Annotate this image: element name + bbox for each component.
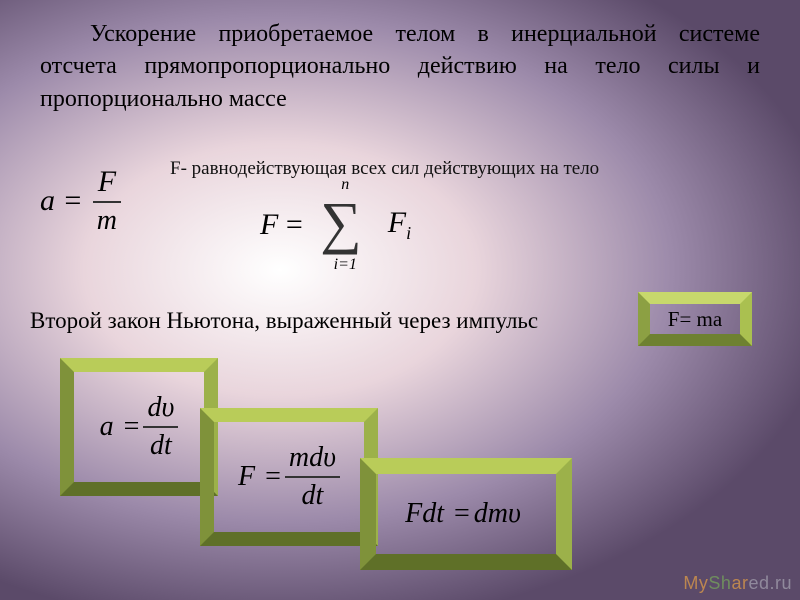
frame-Fma: F= ma	[638, 292, 752, 346]
physics-slide: Ускорение приобретаемое телом в инерциал…	[0, 0, 800, 600]
eq-lhs: a =	[40, 184, 83, 217]
eqB-lhs: F	[238, 461, 255, 493]
note-F-resultant: F- равнодействующая всех сил действующих…	[170, 158, 599, 180]
equation-F-ma: F= ma	[650, 304, 740, 334]
frame-a-dvdt: a = dυ dt	[60, 358, 218, 496]
main-paragraph: Ускорение приобретаемое телом в инерциал…	[40, 18, 760, 115]
eqA-eq: =	[124, 411, 140, 443]
eqC-eq: =	[454, 498, 470, 530]
sum-lower: i=1	[310, 256, 380, 274]
eqA-num: dυ	[143, 392, 178, 424]
eqB-num: mdυ	[285, 442, 340, 474]
eqB-eq: =	[265, 461, 281, 493]
eqA-lhs: a	[100, 411, 114, 443]
sigma-symbol: ∑	[320, 194, 361, 252]
eqB-den: dt	[285, 480, 340, 512]
second-law-text: Второй закон Ньютона, выраженный через и…	[30, 308, 538, 334]
eqC-rhs: dmυ	[474, 498, 521, 530]
sum-rhs-base: F	[388, 206, 406, 239]
eq-numerator: F	[93, 165, 121, 199]
frame-F-mdvdt: F = mdυ dt	[200, 408, 378, 546]
sum-eq-sign: =	[286, 208, 303, 241]
sum-lhs: F	[260, 208, 278, 241]
eqC-lhs: Fdt	[405, 498, 444, 530]
equation-a-equals-F-over-m: a = F m	[40, 165, 121, 237]
eq-denominator: m	[93, 205, 121, 237]
equation-F-sum: F = n ∑ i=1 Fi	[260, 180, 411, 270]
eqA-den: dt	[143, 430, 178, 462]
watermark: MyShared.ru	[683, 573, 792, 594]
frame-Fdt-dmv: Fdt = dmυ	[360, 458, 572, 570]
sum-rhs-sub: i	[406, 223, 411, 243]
